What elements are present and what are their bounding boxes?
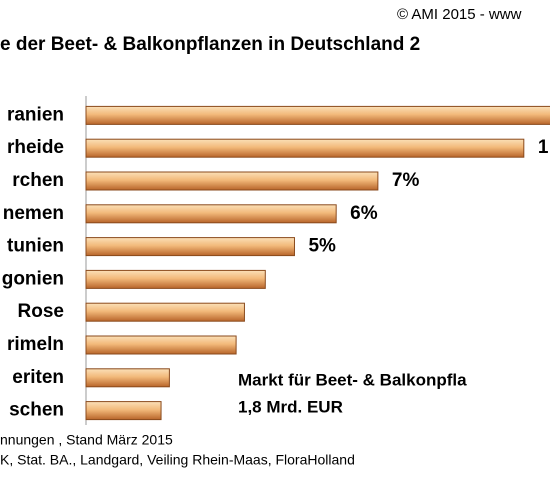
- value-label: 5%: [308, 236, 336, 257]
- bar: [85, 335, 237, 355]
- footnote: nnungen , Stand März 2015: [0, 432, 173, 448]
- chart-title: e der Beet- & Balkonpflanzen in Deutschl…: [0, 34, 420, 55]
- bar: [85, 401, 162, 421]
- value-label: 7%: [392, 170, 420, 191]
- category-label: rheide: [7, 137, 64, 158]
- category-label: nemen: [3, 203, 64, 224]
- category-label: schen: [9, 400, 64, 421]
- footnote: K, Stat. BA., Landgard, Veiling Rhein-Ma…: [0, 452, 355, 468]
- category-label: rchen: [12, 170, 64, 191]
- category-label: tunien: [7, 236, 64, 257]
- bar: [85, 105, 550, 125]
- copyright: © AMI 2015 - www: [397, 6, 522, 23]
- bar: [85, 269, 266, 289]
- bar: [85, 368, 170, 388]
- category-label: ranien: [7, 104, 64, 125]
- annotation: Markt für Beet- & Balkonpfla: [238, 370, 467, 389]
- value-label: 1: [538, 137, 549, 158]
- bar: [85, 171, 379, 191]
- category-label: gonien: [2, 268, 64, 289]
- category-label: eriten: [12, 367, 64, 388]
- bar: [85, 204, 337, 224]
- bar: [85, 302, 245, 322]
- annotation: 1,8 Mrd. EUR: [238, 397, 343, 416]
- value-label: 6%: [350, 203, 378, 224]
- bar: [85, 237, 295, 257]
- category-label: rimeln: [7, 334, 64, 355]
- bar: [85, 138, 525, 158]
- category-label: Rose: [18, 301, 64, 322]
